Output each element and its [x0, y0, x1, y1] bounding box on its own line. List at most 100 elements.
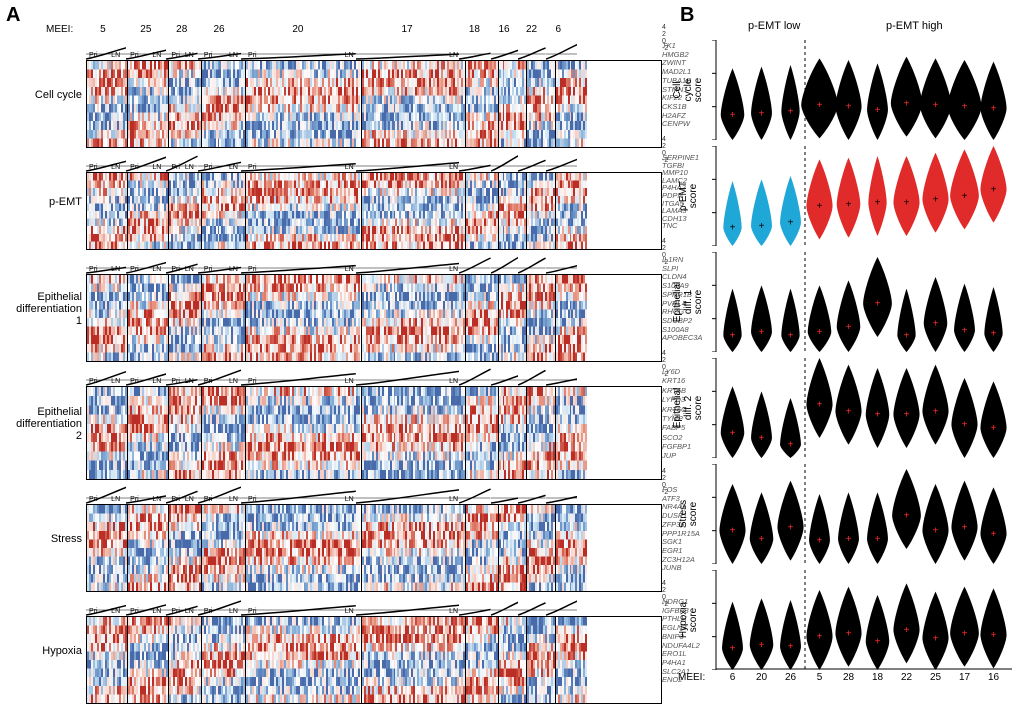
program-label: Hypoxia	[12, 598, 86, 704]
program-label: Cell cycle	[12, 42, 86, 148]
svg-text:+: +	[875, 299, 881, 310]
program-cell_cycle: Cell cycle420-2PriLNPriLNPriLNPriLNPriLN…	[86, 42, 660, 148]
svg-text:+: +	[846, 322, 852, 333]
svg-text:+: +	[962, 628, 968, 639]
svg-text:+: +	[904, 330, 910, 341]
meeii-group-label: 5	[100, 24, 106, 35]
svg-text:+: +	[788, 522, 794, 533]
svg-text:+: +	[846, 534, 852, 545]
svg-text:+: +	[846, 406, 852, 417]
violin-svg: -2024++++++++++	[712, 358, 1012, 458]
panelB-xcat: 17	[950, 672, 979, 683]
svg-text:+: +	[991, 423, 997, 434]
svg-text:+: +	[759, 221, 765, 232]
svg-text:+: +	[962, 522, 968, 533]
meeii-group-label: 28	[176, 24, 187, 35]
p-emt-high-label: p-EMT high	[886, 20, 943, 32]
program-p_emt: p-EMT420-2PriLNPriLNPriLNPriLNPriLNLNSER…	[86, 154, 660, 250]
program-epi1: Epithelialdifferentiation 1420-2PriLNPri…	[86, 256, 660, 362]
panelB-xcat: 20	[747, 672, 776, 683]
violin-ylabel: Epithelialdiff. 1 score	[639, 283, 739, 321]
heatmap: PriLNPriLNPriLNPriLNPriLNLN	[86, 386, 662, 480]
violin-ylabel: Hypoxiascore	[639, 601, 739, 639]
heatmap: PriLNPriLNPriLNPriLNPriLNLN	[86, 60, 662, 148]
meeii-group-label: 16	[498, 24, 509, 35]
violin-svg: -2024++++++++++	[712, 40, 1012, 140]
violin-row-cell_cycle: Cell cyclescore-2024++++++++++	[712, 40, 1012, 140]
p-emt-low-label: p-EMT low	[748, 20, 800, 32]
svg-text:+: +	[759, 327, 765, 338]
svg-text:+: +	[962, 191, 968, 202]
program-label: Stress	[12, 486, 86, 592]
svg-text:+: +	[904, 625, 910, 636]
svg-text:+: +	[991, 329, 997, 340]
svg-text:+: +	[875, 637, 881, 648]
svg-text:+: +	[730, 643, 736, 654]
violin-row-stress: Stressscore-2024++++++++++	[712, 464, 1012, 564]
panelB-violins: Cell cyclescore-2024++++++++++p-EMTscore…	[712, 40, 1012, 670]
program-stress: Stress420-2PriLNPriLNPriLNPriLNPriLNLNFO…	[86, 486, 660, 592]
panelB-xcat: 25	[921, 672, 950, 683]
svg-text:+: +	[759, 640, 765, 651]
svg-text:+: +	[817, 536, 823, 547]
svg-text:+: +	[875, 198, 881, 209]
svg-text:+: +	[759, 534, 765, 545]
meeii-prefix: MEEI:	[46, 24, 73, 35]
svg-text:+: +	[788, 642, 794, 653]
meeii-group-label: 20	[292, 24, 303, 35]
panelB-xcat: 28	[834, 672, 863, 683]
panelA: 525282620171816226MEEI: Cell cycle420-2P…	[8, 10, 668, 707]
svg-text:+: +	[933, 406, 939, 417]
violin-svg: -2024++++++++++	[712, 146, 1012, 246]
violin-ylabel: Stressscore	[639, 495, 739, 533]
meeii-group-label: 18	[469, 24, 480, 35]
svg-text:+: +	[846, 199, 852, 210]
program-label: Epithelialdifferentiation 1	[12, 256, 86, 362]
panelA-programs: Cell cycle420-2PriLNPriLNPriLNPriLNPriLN…	[86, 42, 660, 704]
panelB-xcat: 5	[805, 672, 834, 683]
violin-ylabel: p-EMTscore	[639, 177, 739, 215]
svg-text:+: +	[933, 194, 939, 205]
svg-text:+: +	[904, 98, 910, 109]
svg-text:+: +	[730, 110, 736, 121]
svg-text:+: +	[991, 529, 997, 540]
heatmap: PriLNPriLNPriLNPriLNPriLNLN	[86, 504, 662, 592]
panelB: p-EMT low p-EMT high Cell cyclescore-202…	[668, 10, 1016, 707]
panelB-xcat: 16	[979, 672, 1008, 683]
heatmap: PriLNPriLNPriLNPriLNPriLNLN	[86, 616, 662, 704]
svg-text:+: +	[904, 511, 910, 522]
svg-text:+: +	[933, 633, 939, 644]
svg-text:+: +	[730, 428, 736, 439]
violin-svg: -2024++++++++++	[712, 252, 1012, 352]
meeii-group-label: 22	[526, 24, 537, 35]
panelB-xcat: 6	[718, 672, 747, 683]
violin-row-epi1: Epithelialdiff. 1 score-2024++++++++++	[712, 252, 1012, 352]
heatmap: PriLNPriLNPriLNPriLNPriLNLN	[86, 274, 662, 362]
violin-svg: -2024++++++++++	[712, 570, 1012, 670]
svg-text:+: +	[875, 410, 881, 421]
violin-svg: -2024++++++++++	[712, 464, 1012, 564]
svg-text:+: +	[962, 102, 968, 113]
svg-text:+: +	[875, 534, 881, 545]
svg-text:+: +	[817, 100, 823, 111]
violin-row-hypoxia: Hypoxiascore-2024++++++++++	[712, 570, 1012, 670]
panelB-xcat: 22	[892, 672, 921, 683]
svg-text:+: +	[759, 108, 765, 119]
svg-text:+: +	[759, 433, 765, 444]
program-label: Epithelialdifferentiation 2	[12, 368, 86, 480]
svg-text:+: +	[817, 327, 823, 338]
svg-text:+: +	[933, 526, 939, 537]
program-epi2: Epithelialdifferentiation 2420-2PriLNPri…	[86, 368, 660, 480]
figure: A B 525282620171816226MEEI: Cell cycle42…	[0, 0, 1024, 719]
svg-text:+: +	[788, 107, 794, 118]
svg-text:+: +	[991, 184, 997, 195]
svg-text:+: +	[962, 325, 968, 336]
violin-row-p_emt: p-EMTscore-2024++++++++++	[712, 146, 1012, 246]
program-hypoxia: Hypoxia420-2PriLNPriLNPriLNPriLNPriLNLNN…	[86, 598, 660, 704]
svg-text:+: +	[962, 420, 968, 431]
program-label: p-EMT	[12, 154, 86, 250]
svg-text:+: +	[817, 632, 823, 643]
svg-text:+: +	[817, 201, 823, 212]
svg-text:+: +	[730, 223, 736, 234]
svg-text:+: +	[846, 102, 852, 113]
